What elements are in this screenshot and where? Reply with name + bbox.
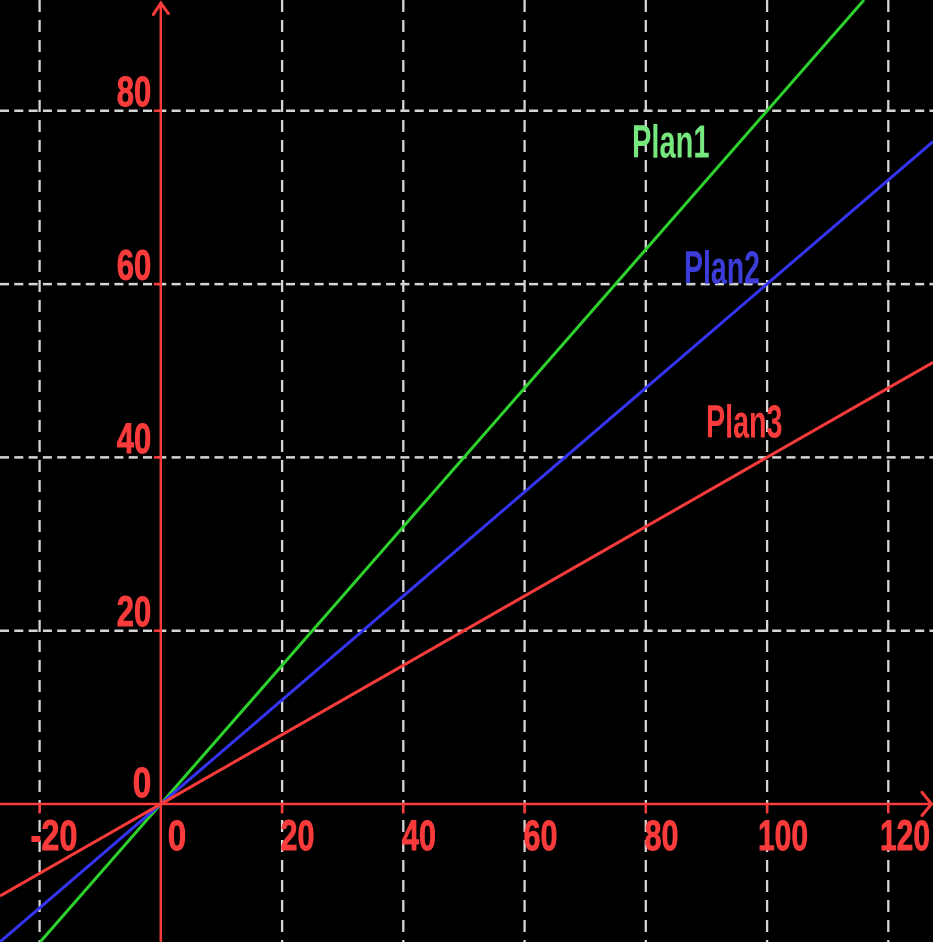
svg-text:80: 80	[645, 813, 679, 860]
svg-text:60: 60	[117, 243, 152, 290]
svg-text:0: 0	[133, 760, 152, 807]
svg-text:40: 40	[402, 813, 436, 860]
svg-text:40: 40	[117, 416, 152, 463]
svg-text:Plan1: Plan1	[632, 116, 710, 168]
svg-text:80: 80	[117, 69, 152, 116]
svg-text:100: 100	[758, 813, 808, 860]
svg-text:60: 60	[524, 813, 558, 860]
svg-text:120: 120	[880, 813, 930, 860]
svg-text:-20: -20	[31, 813, 78, 860]
svg-text:20: 20	[117, 589, 152, 636]
svg-text:20: 20	[281, 813, 315, 860]
svg-text:Plan3: Plan3	[706, 396, 783, 448]
svg-text:0: 0	[168, 813, 187, 860]
svg-text:Plan2: Plan2	[684, 242, 760, 294]
